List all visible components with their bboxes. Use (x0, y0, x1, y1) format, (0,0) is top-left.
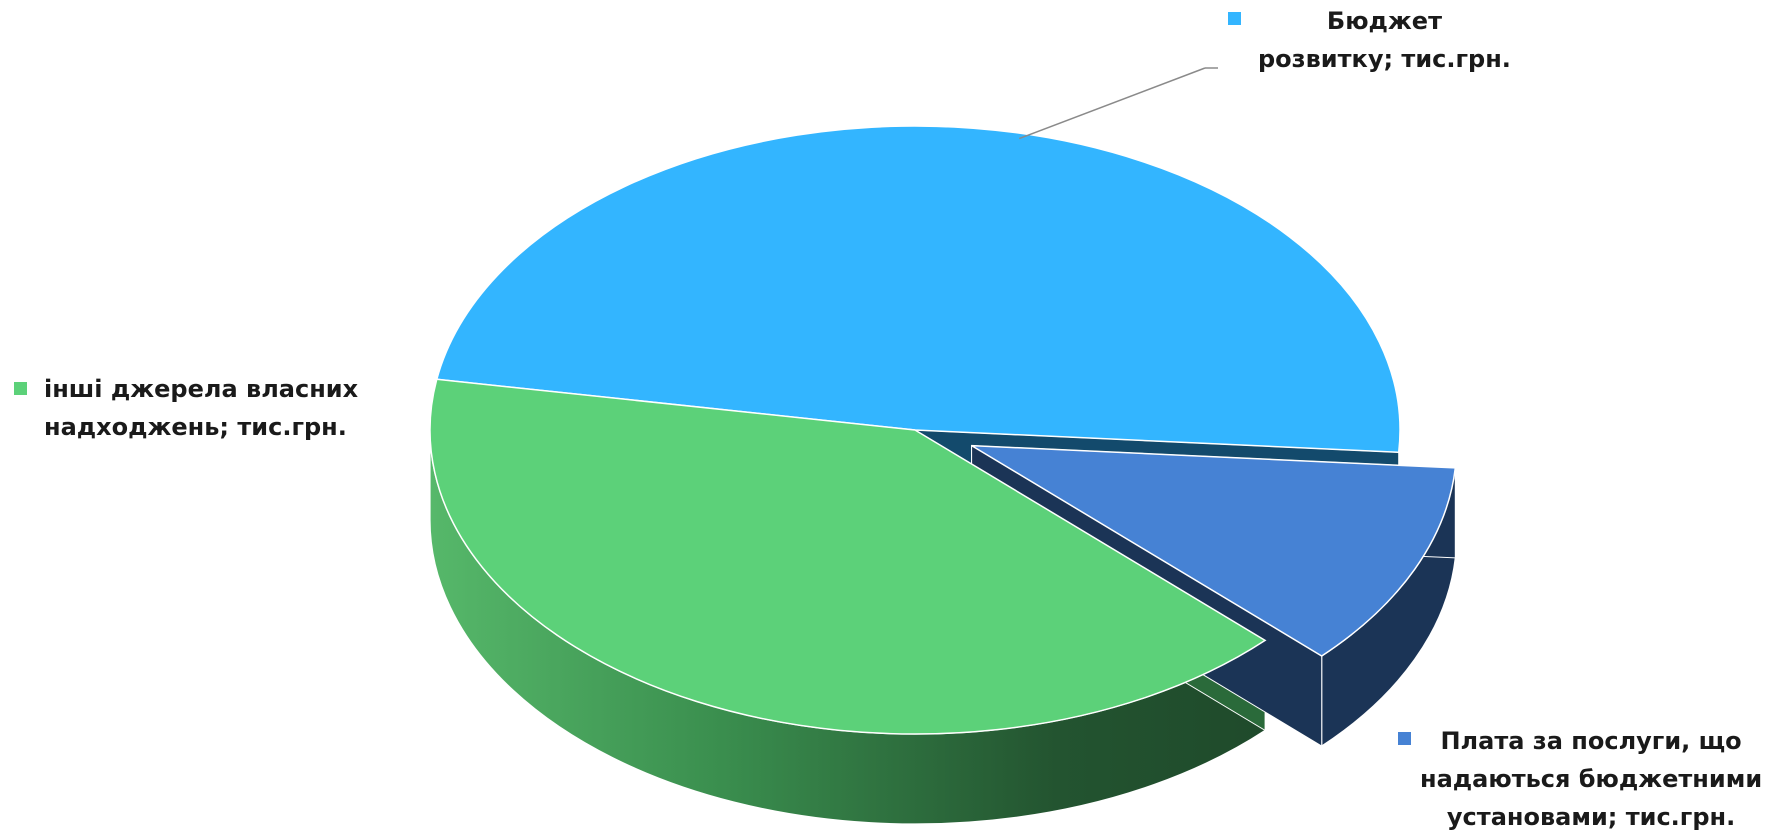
slice-label-line: Плата за послуги, що (1440, 727, 1742, 755)
slice-label-line: установами; тис.грн. (1446, 803, 1736, 831)
slice-label-service-fees: Плата за послуги, що надаються бюджетним… (1420, 722, 1762, 836)
slice-label-other-sources: інші джерела власних надходжень; тис.грн… (44, 370, 358, 446)
leader-line-development-budget (1018, 67, 1206, 140)
slice-label-line: надходжень; тис.грн. (44, 413, 347, 441)
legend-marker-development-budget (1228, 12, 1241, 25)
slice-label-line: надаються бюджетними (1420, 765, 1763, 793)
pie-tops (429, 125, 1457, 735)
slice-label-line: інші джерела власних (44, 375, 359, 403)
slice-label-line: Бюджет (1326, 7, 1442, 35)
slice-top-other-sources (429, 378, 1267, 735)
slice-top-development-budget (435, 125, 1401, 454)
slice-label-development-budget: Бюджет розвитку; тис.грн. (1258, 2, 1511, 78)
legend-marker-service-fees (1398, 732, 1411, 745)
legend-marker-other-sources (14, 382, 27, 395)
slice-top-service-fees (971, 444, 1457, 657)
slice-label-line: розвитку; тис.грн. (1258, 45, 1511, 73)
